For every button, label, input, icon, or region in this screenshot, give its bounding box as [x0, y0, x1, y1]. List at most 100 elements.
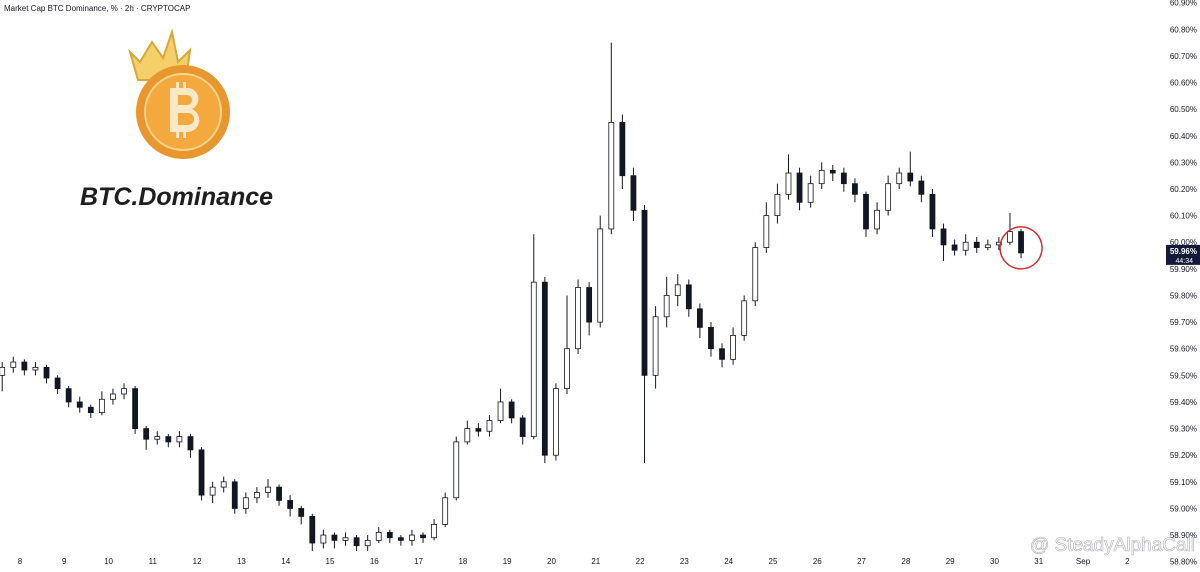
y-tick-label: 59.50% [1170, 371, 1197, 380]
y-tick-label: 58.90% [1170, 531, 1197, 540]
candle-body [21, 361, 28, 371]
candle-body [641, 209, 648, 376]
candle-body [1018, 231, 1024, 254]
candle-body [807, 183, 814, 203]
candle-body [885, 183, 892, 211]
x-tick-label: 25 [769, 557, 778, 566]
candle-body [863, 193, 869, 230]
x-tick-label: 19 [503, 557, 512, 566]
y-tick-label: 59.10% [1170, 478, 1197, 487]
candle-body [209, 486, 216, 496]
candle-body [674, 284, 681, 296]
candle-body [165, 436, 172, 443]
coin-symbol-bar [183, 82, 186, 90]
y-tick-label: 59.00% [1170, 504, 1197, 513]
candle-body [87, 406, 94, 414]
x-tick-label: 21 [591, 557, 600, 566]
candle-body [375, 531, 382, 541]
y-tick-label: 59.60% [1170, 345, 1197, 354]
candle-body [553, 388, 559, 456]
y-tick-label: 60.00% [1170, 238, 1197, 247]
candle-body [597, 228, 604, 323]
candle-body [663, 295, 670, 318]
candle-body [254, 492, 260, 499]
x-tick-label: 14 [281, 557, 290, 566]
candle-body [486, 420, 493, 432]
candle-body [220, 481, 227, 488]
x-tick-label: 20 [547, 557, 556, 566]
candle-body [98, 398, 105, 414]
candle-body [198, 449, 205, 496]
y-tick-label: 59.40% [1170, 398, 1197, 407]
candle-body [231, 481, 238, 509]
candle-body [43, 366, 50, 379]
candle-body [0, 366, 6, 376]
candle-body [397, 537, 404, 541]
candle-body [132, 388, 138, 429]
watermark: @ SteadyAlphaCall [1030, 535, 1195, 556]
candle-body [54, 377, 61, 390]
candle-body [331, 534, 338, 541]
candle-body [763, 215, 770, 248]
last-price-label: 59.96% [1170, 247, 1197, 256]
candle-body [298, 508, 305, 517]
candle-body [32, 366, 39, 371]
candle-body [741, 300, 748, 336]
y-tick-label: 60.30% [1170, 158, 1197, 167]
coin-symbol [170, 88, 200, 132]
candle-body [309, 516, 316, 544]
candle-body [940, 228, 947, 246]
candle-body [409, 534, 415, 541]
candle-body [420, 534, 426, 539]
candle-body [874, 209, 880, 230]
y-tick-label: 60.10% [1170, 212, 1197, 221]
candle-body [287, 500, 294, 509]
x-tick-label: 12 [193, 557, 202, 566]
x-tick-label: 27 [857, 557, 866, 566]
chart-title: Market Cap BTC Dominance, % · 2h · CRYPT… [4, 4, 190, 13]
candle-body [76, 401, 83, 408]
x-tick-label: 23 [680, 557, 689, 566]
x-tick-label: 17 [414, 557, 423, 566]
x-tick-label: 31 [1034, 557, 1043, 566]
x-tick-label: 22 [636, 557, 645, 566]
candle-body [265, 486, 271, 493]
candle-body [508, 401, 515, 419]
candle-body [453, 441, 460, 499]
logo-text: BTC.Dominance [80, 183, 273, 211]
candle-body [242, 497, 249, 509]
y-tick-label: 59.70% [1170, 318, 1197, 327]
candle-body [497, 401, 504, 421]
x-tick-label: 10 [104, 557, 113, 566]
candle-body [918, 180, 925, 195]
candle-body [840, 172, 847, 185]
coin-symbol-bar [176, 130, 179, 138]
y-tick-label: 59.20% [1170, 451, 1197, 460]
candle-body [386, 531, 393, 539]
candle-body [995, 241, 1002, 246]
y-tick-label: 58.80% [1170, 558, 1197, 567]
candle-body [719, 348, 725, 360]
y-tick-label: 60.80% [1170, 25, 1197, 34]
y-tick-label: 60.40% [1170, 132, 1197, 141]
x-tick-label: 28 [901, 557, 910, 566]
candle-body [774, 193, 781, 217]
candle-body [65, 388, 72, 403]
candle-body [818, 169, 825, 185]
candle-body [619, 122, 626, 177]
x-tick-label: 2 [1125, 557, 1130, 566]
y-tick-label: 60.70% [1170, 52, 1197, 61]
candle-body [364, 539, 371, 547]
x-tick-label: 8 [18, 557, 23, 566]
coin-symbol-bar [183, 130, 186, 138]
y-tick-label: 60.60% [1170, 79, 1197, 88]
candle-body [342, 537, 349, 541]
x-tick-label: 13 [237, 557, 246, 566]
x-tick-label: 18 [458, 557, 467, 566]
candle-body [907, 172, 914, 182]
candle-body [630, 175, 637, 211]
candle-body [176, 436, 183, 443]
logo [127, 28, 230, 159]
